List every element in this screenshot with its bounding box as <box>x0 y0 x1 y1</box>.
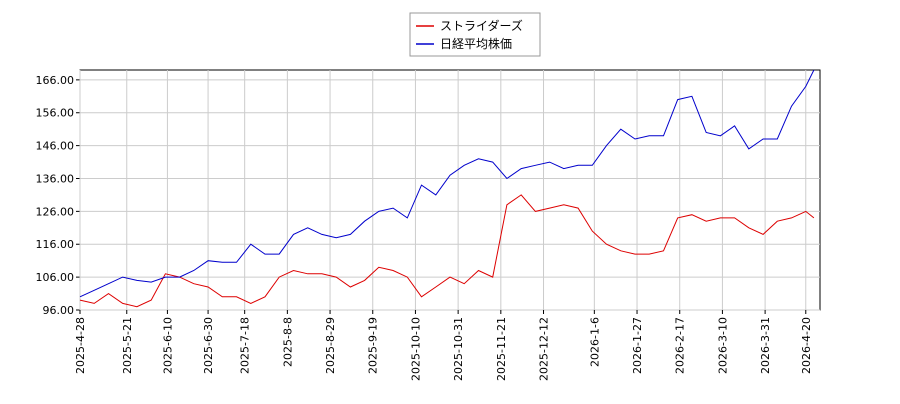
x-tick-label: 2026-1-6 <box>588 317 601 367</box>
x-tick-label: 2025-7-18 <box>239 317 252 374</box>
x-tick-label: 2026-3-31 <box>759 317 772 374</box>
x-tick-label: 2025-10-10 <box>409 317 422 381</box>
series-line <box>79 69 815 298</box>
x-tick-label: 2025-6-30 <box>202 317 215 374</box>
x-tick-label: 2026-4-20 <box>800 317 813 374</box>
x-tick-label: 2025-12-12 <box>538 317 551 381</box>
x-tick-label: 2025-6-10 <box>161 317 174 374</box>
series-line <box>79 194 815 308</box>
y-tick-label: 126.00 <box>36 205 75 218</box>
plot-frame <box>79 69 821 311</box>
y-tick-label: 116.00 <box>36 238 75 251</box>
y-tick-label: 96.00 <box>43 304 75 317</box>
x-tick-label: 2025-5-21 <box>121 317 134 374</box>
x-tick-label: 2025-10-31 <box>452 317 465 381</box>
x-tick-label: 2025-4-28 <box>74 317 87 374</box>
y-tick-label: 136.00 <box>36 172 75 185</box>
y-tick-label: 156.00 <box>36 107 75 120</box>
x-tick-label: 2025-9-19 <box>367 317 380 374</box>
x-tick-label: 2025-11-21 <box>495 317 508 381</box>
y-tick-label: 166.00 <box>36 74 75 87</box>
legend-label: 日経平均株価 <box>440 36 512 51</box>
y-tick-label: 106.00 <box>36 271 75 284</box>
legend-label: ストライダーズ <box>440 18 523 33</box>
x-tick-label: 2025-8-8 <box>281 317 294 367</box>
x-tick-label: 2025-8-29 <box>324 317 337 374</box>
x-tick-label: 2026-1-27 <box>631 317 644 374</box>
x-tick-label: 2026-3-10 <box>716 317 729 374</box>
y-tick-label: 146.00 <box>36 140 75 153</box>
legend-box <box>409 12 541 57</box>
x-tick-label: 2026-2-17 <box>674 317 687 374</box>
